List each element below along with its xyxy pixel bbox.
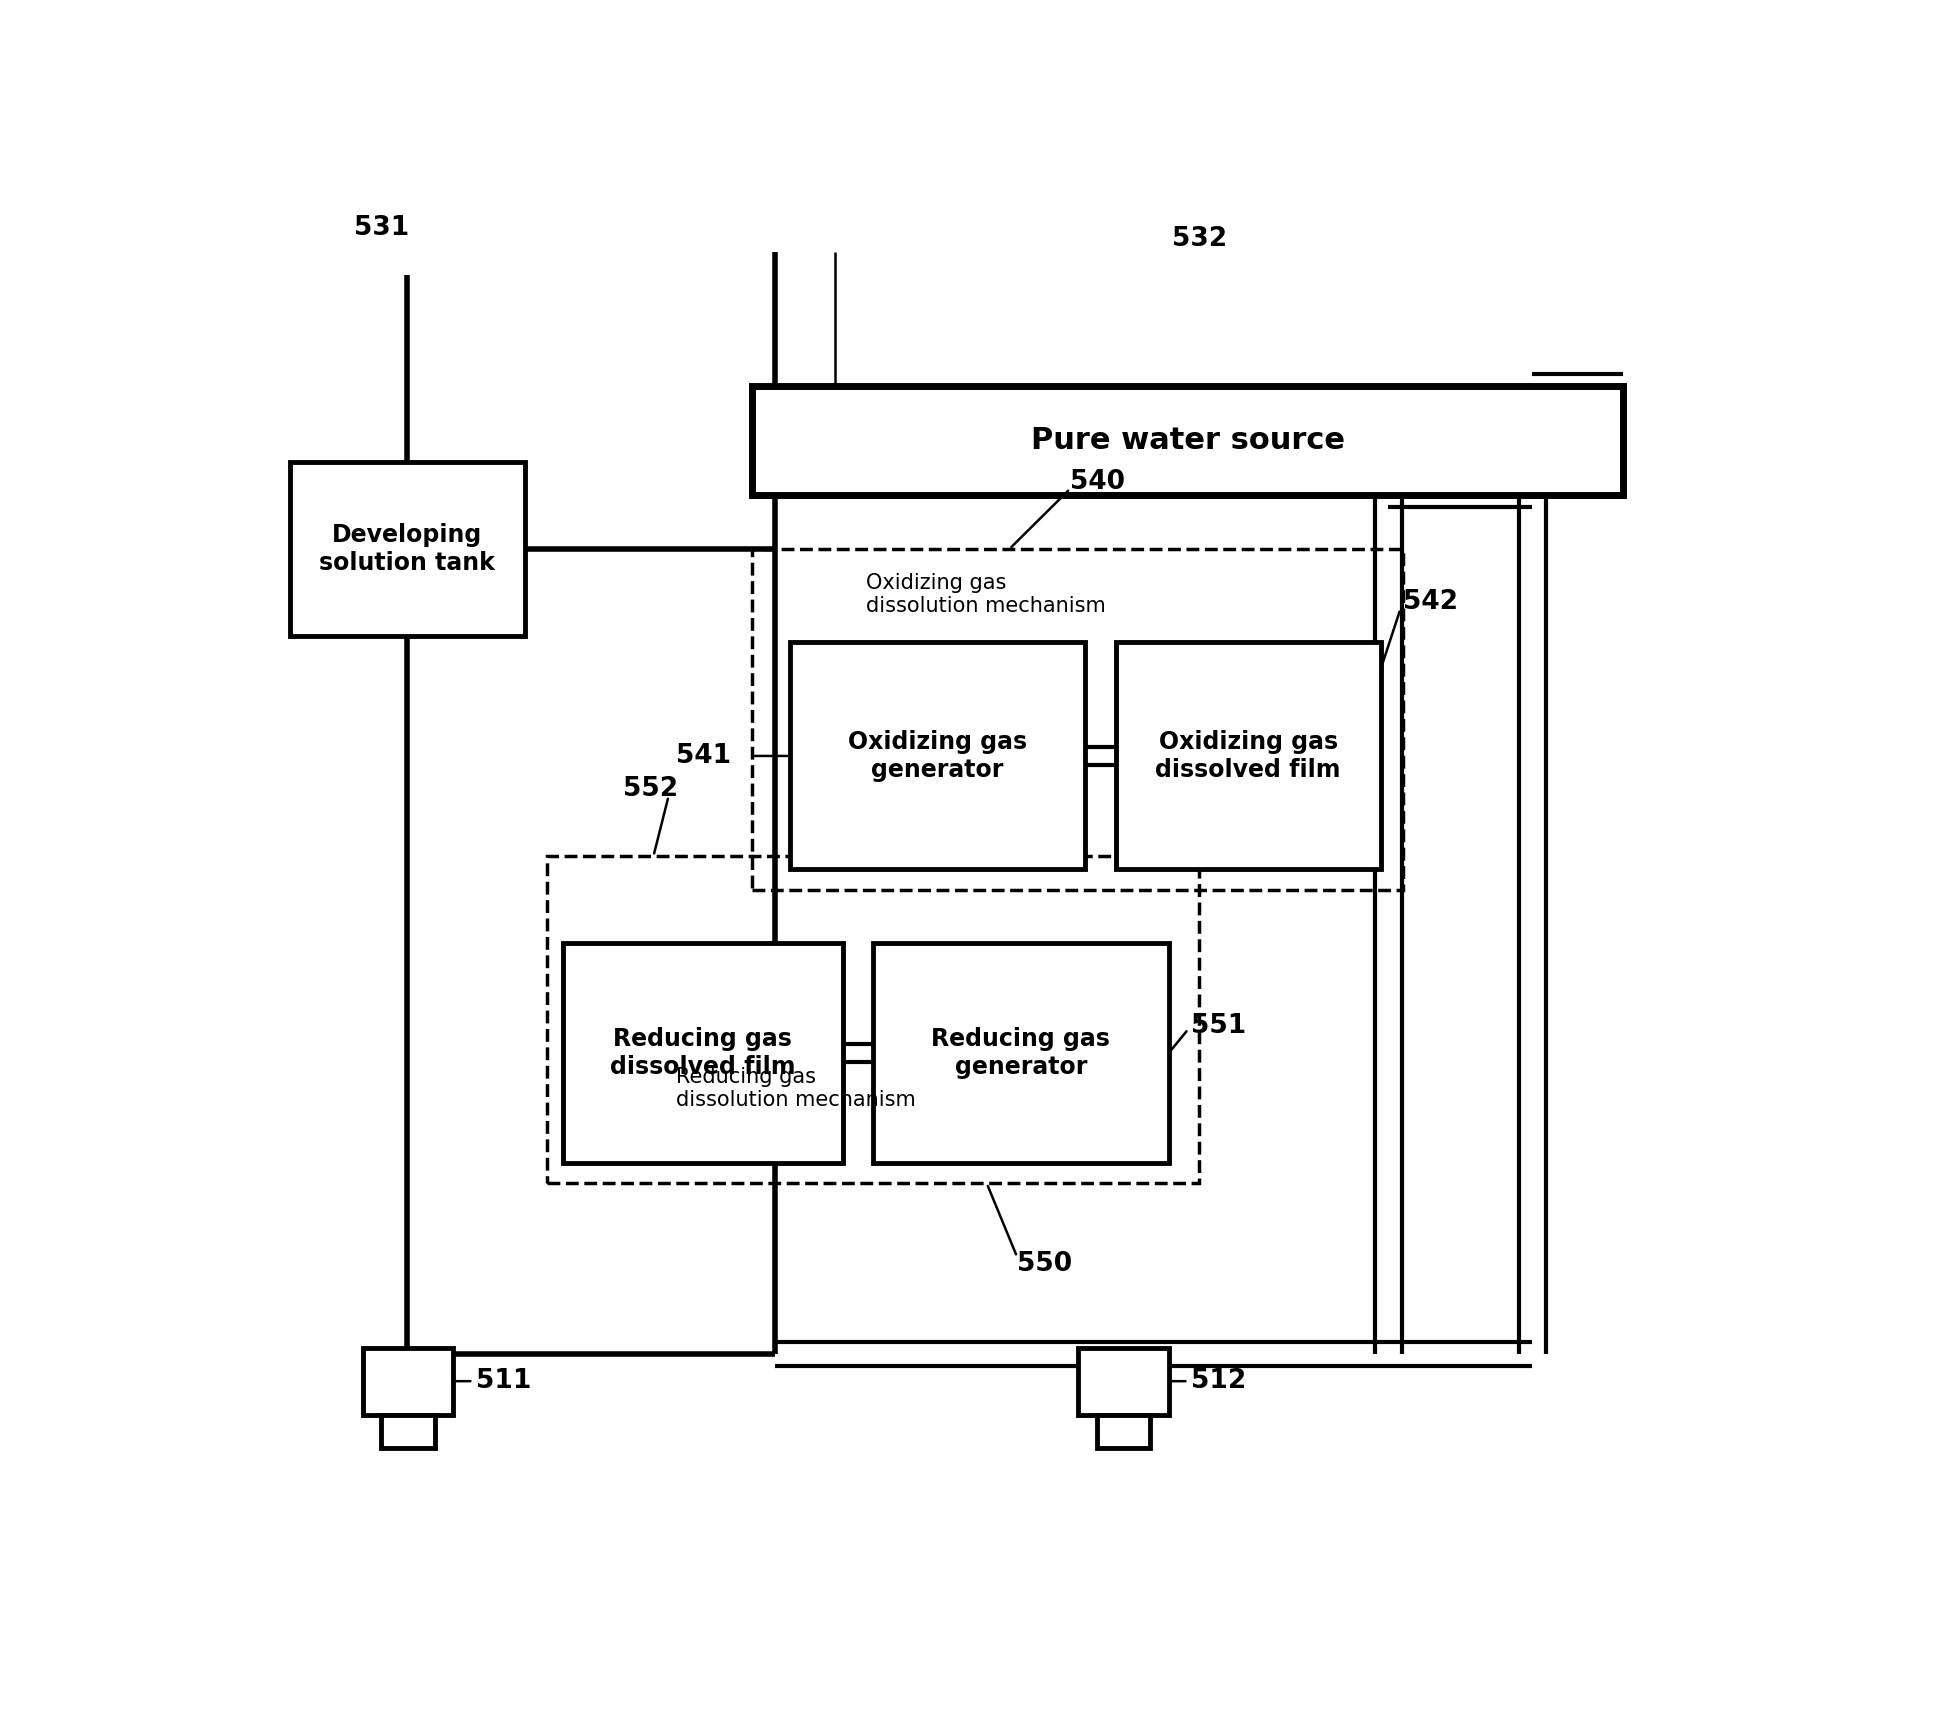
Bar — [547, 855, 1198, 1183]
Text: Developing
solution tank: Developing solution tank — [319, 522, 495, 574]
Text: Oxidizing gas
dissolved film: Oxidizing gas dissolved film — [1155, 730, 1341, 782]
Text: 552: 552 — [624, 776, 678, 802]
Text: 551: 551 — [1191, 1013, 1247, 1039]
Text: Reducing gas
dissolved film: Reducing gas dissolved film — [610, 1027, 796, 1079]
Text: 542: 542 — [1404, 590, 1458, 616]
Bar — [381, 1414, 434, 1449]
Bar — [362, 1348, 454, 1414]
Bar — [289, 462, 524, 635]
Bar — [1116, 642, 1380, 869]
Bar — [874, 944, 1169, 1164]
Bar — [1077, 1348, 1169, 1414]
Text: 540: 540 — [1069, 468, 1126, 494]
Bar — [563, 944, 843, 1164]
Text: Reducing gas
dissolution mechanism: Reducing gas dissolution mechanism — [676, 1067, 917, 1110]
Bar — [753, 548, 1404, 890]
Text: 541: 541 — [676, 743, 731, 769]
Text: Pure water source: Pure water source — [1030, 427, 1345, 455]
Text: Oxidizing gas
generator: Oxidizing gas generator — [848, 730, 1026, 782]
Bar — [790, 642, 1085, 869]
Bar — [1097, 1414, 1150, 1449]
Text: Oxidizing gas
dissolution mechanism: Oxidizing gas dissolution mechanism — [866, 573, 1105, 616]
Text: 511: 511 — [477, 1369, 532, 1395]
Text: 512: 512 — [1191, 1369, 1247, 1395]
Bar — [753, 385, 1623, 496]
Text: Reducing gas
generator: Reducing gas generator — [931, 1027, 1110, 1079]
Text: 532: 532 — [1173, 226, 1228, 252]
Text: 531: 531 — [354, 215, 409, 241]
Text: 550: 550 — [1017, 1251, 1071, 1277]
